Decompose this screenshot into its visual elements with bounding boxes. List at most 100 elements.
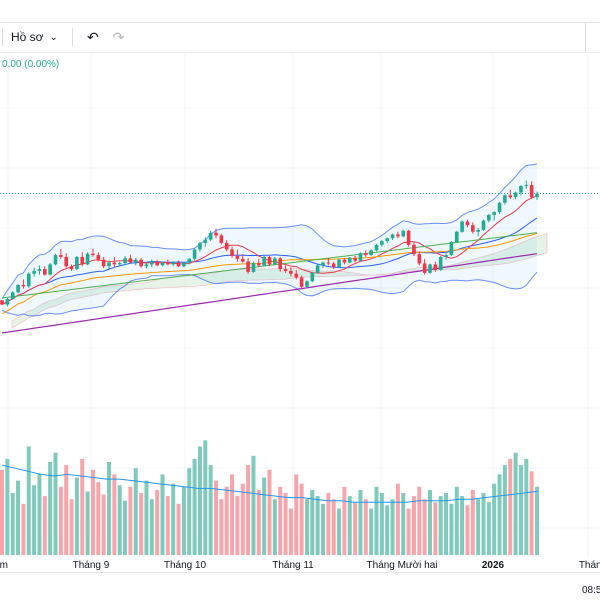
volume-bar <box>133 468 138 555</box>
profile-dropdown[interactable]: Hồ sơ ⌄ <box>11 30 58 44</box>
volume-bar <box>454 486 459 555</box>
redo-icon[interactable]: ↷ <box>112 28 125 45</box>
candle-body <box>283 269 288 271</box>
candle-body <box>503 195 507 203</box>
candle-body <box>43 269 47 275</box>
volume-bar <box>460 496 465 555</box>
price-change-value: 0.00 (0.00%) <box>2 59 60 70</box>
volume-bar <box>337 508 342 555</box>
volume-bar <box>10 493 15 555</box>
candle-body <box>59 255 63 257</box>
candle-body <box>364 253 368 256</box>
candle-body <box>444 255 448 257</box>
volume-bar <box>74 477 79 555</box>
candle-body <box>80 256 85 265</box>
candle-body <box>75 256 79 270</box>
volume-bar <box>428 489 432 555</box>
x-axis-tick-label: 2026 <box>482 560 505 571</box>
volume-bar <box>331 499 336 555</box>
volume-bar <box>230 474 235 555</box>
clock-time: 08:5 <box>582 585 600 596</box>
candle-body <box>294 273 299 278</box>
volume-bar <box>90 469 95 555</box>
volume-bar <box>278 486 283 555</box>
volume-bar <box>181 486 186 555</box>
candle-body <box>208 232 213 240</box>
window-strip <box>0 0 600 23</box>
volume-bar <box>203 440 208 555</box>
volume-bar <box>529 471 534 555</box>
volume-bar <box>321 503 325 555</box>
volume-bar <box>123 500 128 555</box>
volume-bar <box>502 465 507 555</box>
volume-bar <box>342 486 347 555</box>
candle-body <box>267 256 272 265</box>
candle-body <box>16 284 20 293</box>
x-axis-tick-label: Tháng 9 <box>73 560 110 571</box>
candle-body <box>321 262 325 266</box>
volume-bar <box>476 499 481 555</box>
top-bar: Hồ sơ ⌄ ↶ ↷ <box>0 0 600 53</box>
candle-body <box>347 257 352 263</box>
volume-bar <box>326 493 331 555</box>
candle-body <box>171 262 175 265</box>
candle-body <box>487 214 491 221</box>
price-chart[interactable]: Tám Tháng 9 Tháng 10 Tháng 11 Tháng Mười hai… <box>0 52 600 572</box>
candle-body <box>32 270 36 274</box>
volume-bar <box>524 458 529 555</box>
volume-bar <box>197 446 202 555</box>
candle-body <box>246 261 250 272</box>
candle-body <box>53 255 58 265</box>
volume-bar <box>406 508 411 555</box>
undo-icon[interactable]: ↶ <box>86 28 99 45</box>
volume-bar <box>176 503 181 555</box>
candle-body <box>262 256 266 266</box>
volume-bar <box>379 493 384 555</box>
volume-bar <box>395 483 400 555</box>
volume-bar <box>304 499 309 555</box>
x-axis-tick-label: Tháng 11 <box>272 560 314 571</box>
candle-body <box>374 244 379 251</box>
profile-label: Hồ sơ <box>11 30 44 44</box>
volume-bar <box>470 489 475 555</box>
volume-bar <box>374 486 379 555</box>
volume-bar <box>149 499 154 555</box>
candle-body <box>107 262 111 267</box>
candle-body <box>166 263 170 265</box>
candle-body <box>240 258 245 262</box>
candle-body <box>433 264 438 270</box>
toolbar-edge-divider <box>585 22 586 52</box>
candle-body <box>417 254 422 264</box>
candle-body <box>101 259 106 267</box>
chart-toolbar: Hồ sơ ⌄ ↶ ↷ <box>0 22 600 53</box>
volume-bar <box>155 489 160 555</box>
candle-body <box>508 195 513 198</box>
volume-bar <box>85 491 90 555</box>
volume-bar <box>497 474 502 555</box>
candle-body <box>422 263 427 273</box>
volume-bar <box>385 505 390 555</box>
candle-body <box>305 281 309 287</box>
volume-bar <box>283 493 288 555</box>
volume-bar <box>16 480 21 555</box>
volume-bar <box>96 482 101 555</box>
candle-body <box>310 272 315 282</box>
candle-body <box>155 261 159 266</box>
volume-bar <box>481 493 486 555</box>
candle-body <box>224 242 229 250</box>
candle-body <box>117 263 122 265</box>
candle-body <box>390 234 395 239</box>
volume-bar <box>26 446 31 555</box>
candle-body <box>235 256 240 259</box>
volume-bar <box>69 499 74 555</box>
volume-bar <box>235 496 240 555</box>
candle-body <box>278 258 282 270</box>
candle-body <box>96 255 101 260</box>
candle-body <box>465 221 470 226</box>
candle-body <box>192 249 197 259</box>
volume-bar <box>64 465 69 555</box>
candle-body <box>476 229 480 232</box>
volume-bar <box>224 486 229 555</box>
volume-bar <box>101 494 106 555</box>
candle-body <box>21 284 26 287</box>
